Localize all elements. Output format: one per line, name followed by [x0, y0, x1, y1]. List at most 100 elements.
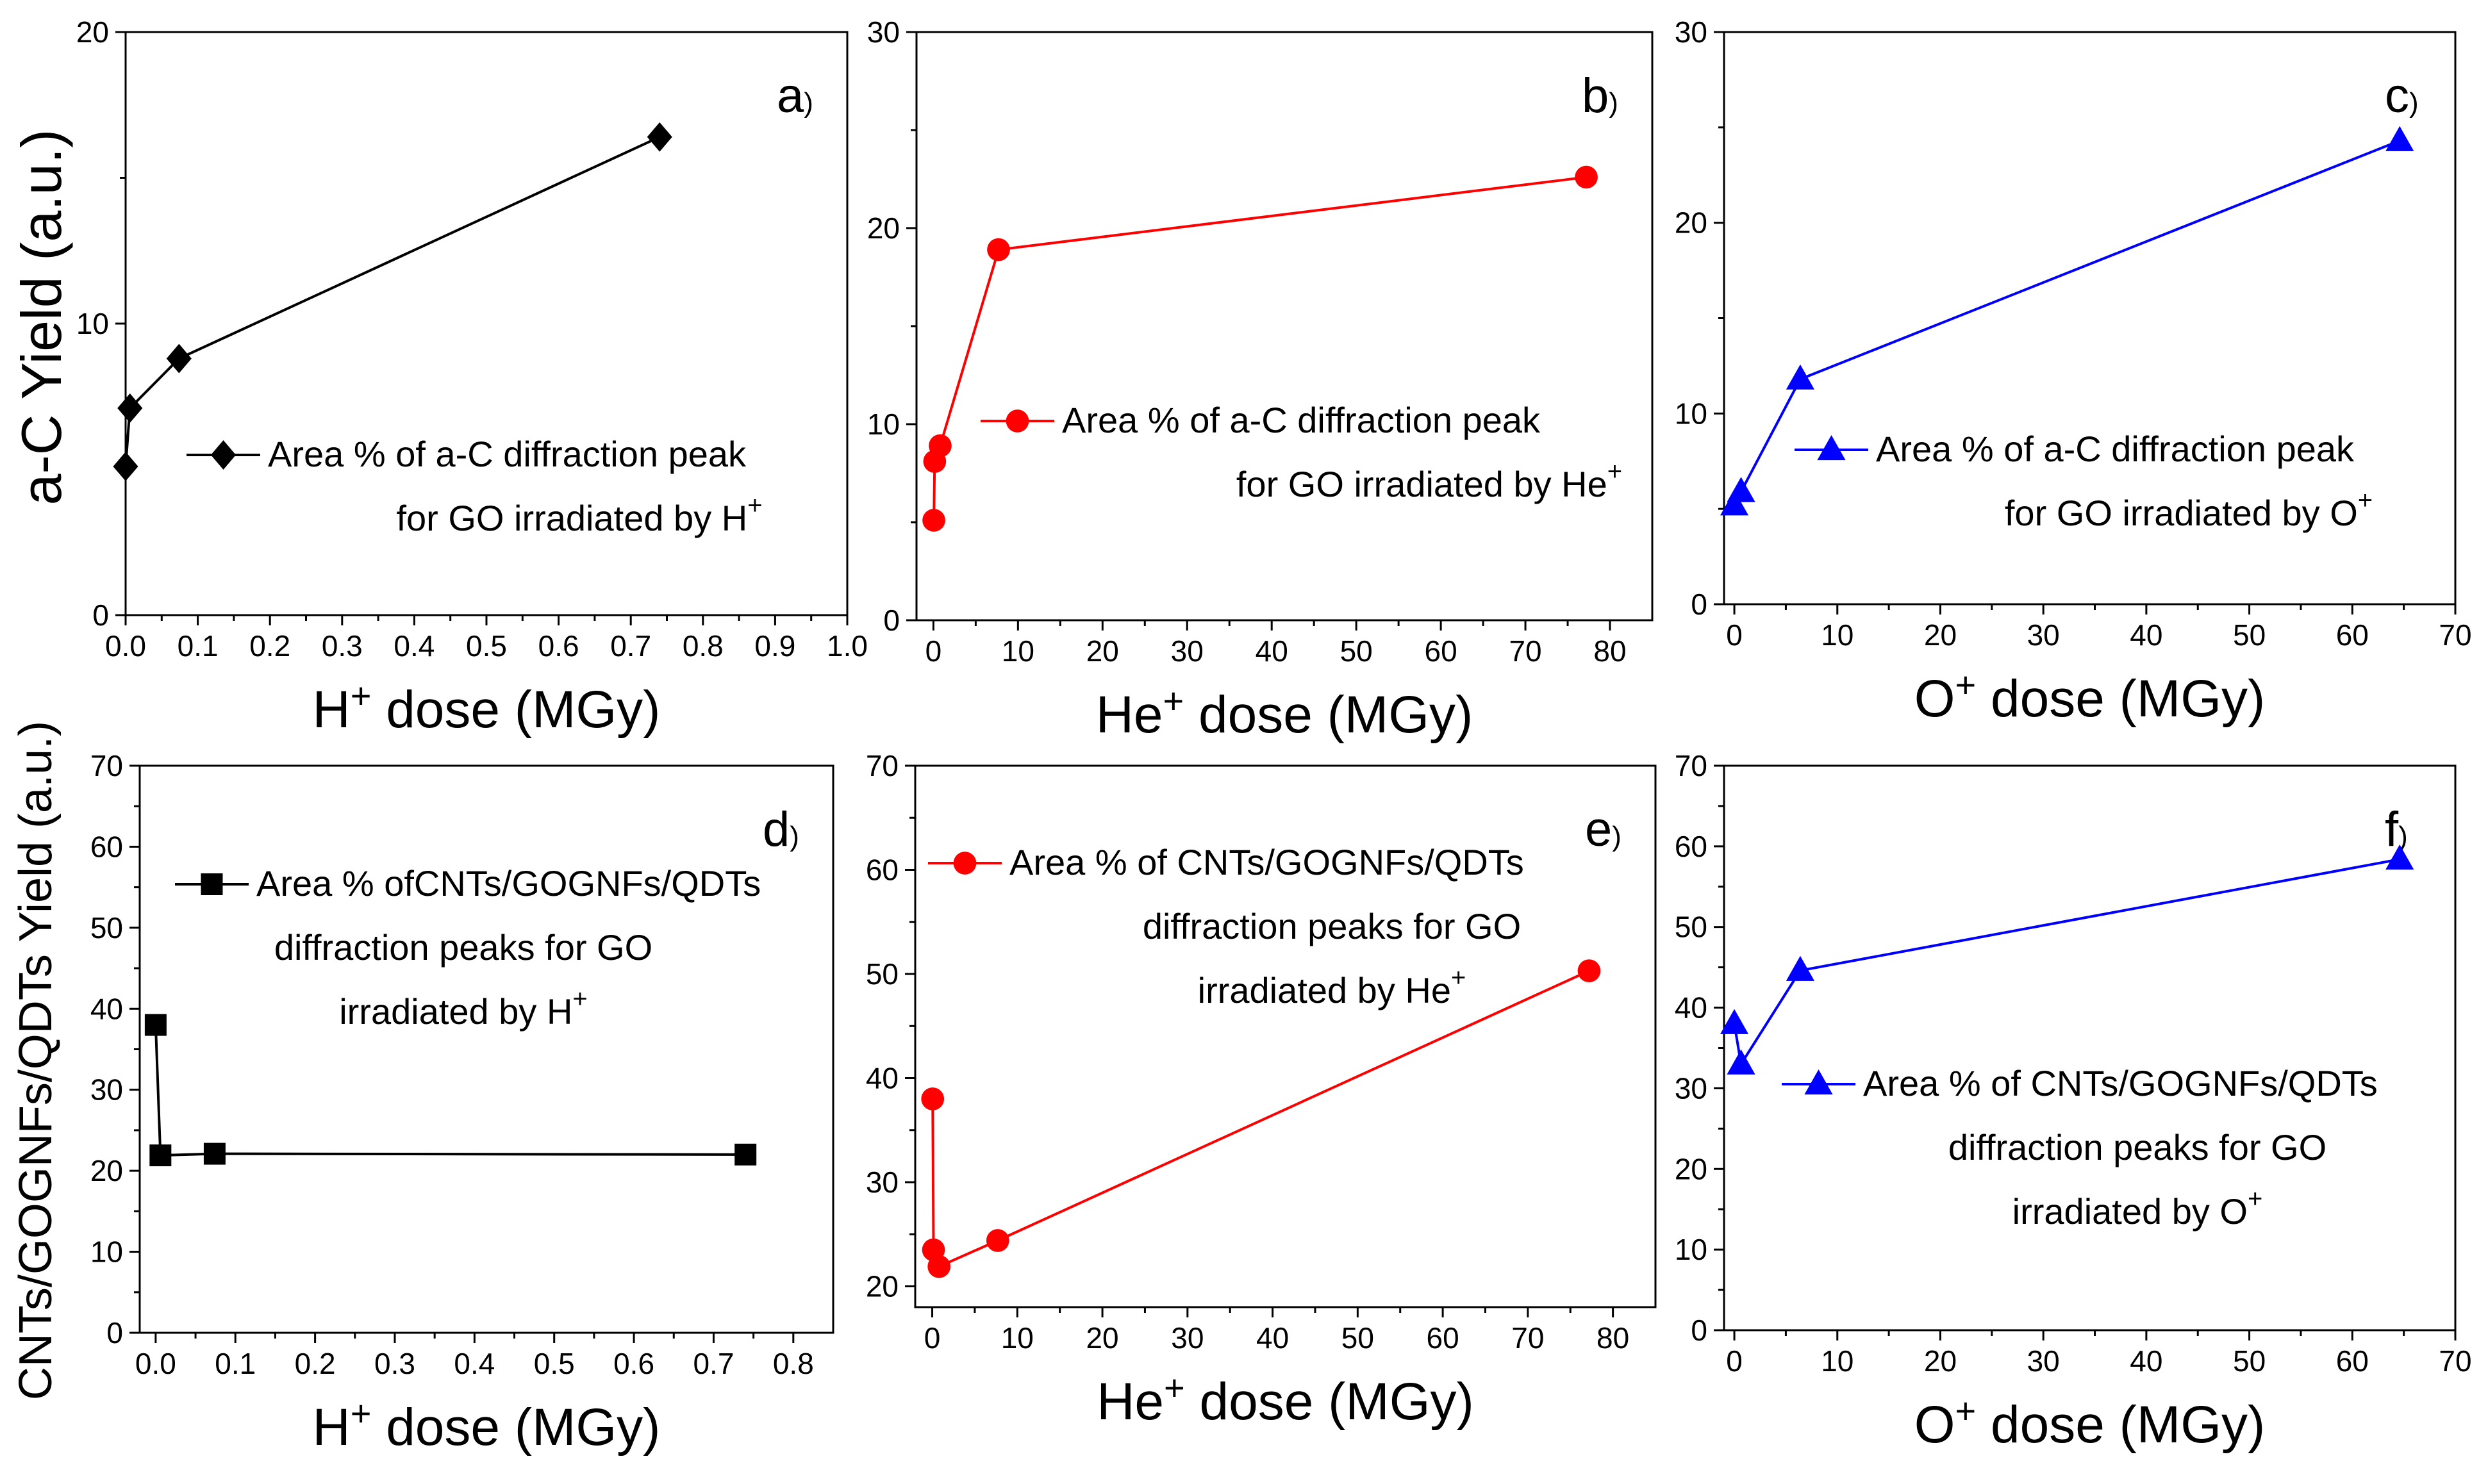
legend-text-last: irradiated by He+ [1198, 964, 1466, 1010]
x-tick-label: 50 [1340, 634, 1373, 668]
data-point [144, 1014, 167, 1036]
x-tick-label: 0.7 [693, 1347, 734, 1380]
y-tick-label: 10 [1675, 1233, 1707, 1266]
data-point [929, 434, 952, 458]
y-tick-label: 60 [866, 853, 899, 887]
x-axis-label-sup: + [351, 675, 372, 716]
legend-text-line1: Area % of CNTs/GOGNFs/QDTs [1863, 1063, 2378, 1103]
panel-label: c) [2385, 69, 2419, 123]
data-point [1577, 959, 1601, 982]
legend-text-body: for GO irradiated by [1236, 464, 1561, 504]
legend-text-sup: + [1607, 458, 1622, 486]
legend-text-line1: Area % of a-C diffraction peak [1876, 429, 2355, 469]
x-tick-label: 10 [1821, 618, 1854, 652]
legend-text-sup: + [2248, 1185, 2262, 1213]
x-tick-label: 0.5 [534, 1347, 575, 1380]
y-tick-label: 30 [866, 1166, 899, 1199]
legend-marker [1817, 435, 1846, 461]
x-tick-label: 30 [2027, 1344, 2060, 1378]
data-point [647, 122, 672, 152]
plot-frame [1723, 764, 2457, 1331]
data-point [1575, 165, 1598, 189]
legend-text-last: for GO irradiated by H+ [396, 491, 762, 538]
x-tick-label: 0.4 [394, 629, 435, 663]
legend: Area % of a-C diffraction peak for GO irr… [981, 400, 1622, 504]
data-point [921, 1087, 945, 1110]
y-tick-label: 70 [866, 749, 899, 782]
x-tick-label: 0 [1726, 1344, 1743, 1378]
panel-letter: c [2385, 69, 2409, 123]
legend-text-ion: O [2219, 1191, 2248, 1232]
data-point [1720, 490, 1749, 516]
legend-marker [201, 873, 223, 895]
ylabel-bottom: CNTs/GOGNFs/QDTs Yield (a.u.) [10, 721, 62, 1400]
data-point [1786, 955, 1815, 981]
y-tick-label: 30 [1675, 15, 1707, 49]
data-point [117, 393, 143, 423]
legend-text-sup: + [2358, 486, 2373, 515]
legend-text-line2: diffraction peaks for GO [1143, 906, 1521, 946]
y-tick-label: 30 [90, 1073, 123, 1107]
panel-label-suffix: ) [790, 821, 799, 852]
panel-label: d) [763, 802, 799, 857]
y-tick-label: 30 [867, 15, 900, 49]
data-point [203, 1142, 226, 1165]
x-tick-label: 0.6 [538, 629, 579, 663]
x-axis-label-rest: dose (MGy) [1184, 686, 1473, 744]
plot-frame [915, 31, 1654, 622]
x-axis-label-rest: dose (MGy) [371, 1398, 660, 1456]
y-tick-label: 0 [883, 604, 900, 637]
y-tick-label: 10 [90, 1235, 123, 1269]
series-line [154, 1025, 746, 1157]
x-tick-label: 50 [2233, 1344, 2266, 1378]
legend-text-sup: + [572, 985, 587, 1013]
series-line [124, 135, 661, 467]
x-tick-label: 0 [1726, 618, 1743, 652]
x-axis-label: H+ dose (MGy) [312, 1393, 660, 1456]
x-axis-label-ion: H [312, 1398, 350, 1456]
x-tick-label: 0.6 [613, 1347, 654, 1380]
x-tick-label: 30 [1171, 1321, 1204, 1355]
x-tick-label: 20 [1924, 618, 1957, 652]
y-tick-label: 20 [1675, 206, 1707, 240]
x-tick-label: 0.2 [295, 1347, 336, 1380]
x-axis-label-sup: + [1163, 680, 1184, 721]
x-tick-label: 10 [1821, 1344, 1854, 1378]
y-tick-label: 50 [90, 911, 123, 944]
x-tick-label: 0.4 [454, 1347, 495, 1380]
x-tick-label: 80 [1593, 634, 1626, 668]
legend-text-body: irradiated by [1198, 970, 1406, 1010]
panel-label-suffix: ) [1609, 87, 1618, 119]
x-axis-label-rest: dose (MGy) [371, 680, 660, 739]
panel-label-suffix: ) [804, 87, 813, 119]
x-tick-label: 30 [2027, 618, 2060, 652]
y-tick-label: 10 [76, 307, 109, 340]
x-tick-label: 40 [2130, 618, 2162, 652]
legend: Area % ofCNTs/GOGNFs/QDTs diffraction pea… [175, 863, 761, 1032]
panel-label-suffix: ) [1612, 821, 1621, 852]
data-point [1727, 477, 1755, 502]
y-tick-label: 20 [1675, 1152, 1707, 1185]
legend-text-last: irradiated by H+ [339, 985, 588, 1032]
y-tick-label: 20 [76, 15, 109, 49]
y-tick-label: 50 [1675, 911, 1707, 944]
x-tick-label: 50 [2233, 618, 2266, 652]
x-axis-label: H+ dose (MGy) [312, 675, 660, 739]
legend-text-ion: He [1561, 464, 1607, 504]
data-point [113, 452, 138, 481]
x-tick-label: 70 [2439, 1344, 2471, 1378]
x-tick-label: 1.0 [827, 629, 868, 663]
panel-label: e) [1585, 802, 1621, 857]
panel-a: 0.0 0.1 0.2 0.3 0.4 0.5 0.6 0.7 0.8 0.9 1.001020H+… [76, 15, 868, 739]
legend-marker [1006, 409, 1029, 433]
plot-frame [914, 764, 1657, 1308]
y-tick-label: 30 [1675, 1071, 1707, 1105]
legend-marker [953, 852, 977, 875]
panel-label: b) [1582, 69, 1618, 123]
legend-text-body: irradiated by [2012, 1191, 2220, 1232]
legend-marker [210, 440, 236, 470]
legend-marker [1804, 1069, 1833, 1095]
